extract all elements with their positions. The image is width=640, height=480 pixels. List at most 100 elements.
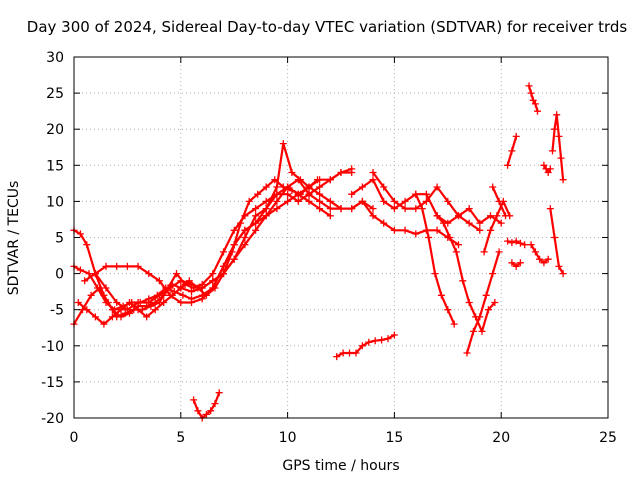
data-point — [390, 197, 398, 205]
data-point — [220, 248, 227, 256]
data-point — [446, 234, 454, 241]
series-s10 — [412, 190, 458, 328]
data-point — [412, 230, 420, 238]
data-point — [305, 197, 313, 205]
data-point — [516, 259, 524, 267]
x-tick-label: 0 — [70, 430, 79, 446]
data-point — [431, 270, 439, 278]
data-point — [316, 197, 324, 205]
series-s8 — [348, 197, 462, 249]
data-point — [145, 270, 153, 278]
data-point — [497, 219, 505, 227]
data-point — [508, 239, 516, 247]
data-point — [433, 226, 441, 234]
data-point — [111, 306, 119, 314]
data-point — [113, 299, 121, 306]
data-point — [326, 212, 334, 220]
data-point — [544, 169, 552, 176]
data-point — [177, 284, 185, 292]
data-point — [502, 212, 509, 220]
data-point — [207, 407, 215, 415]
data-point — [555, 262, 563, 270]
data-point — [305, 183, 313, 191]
data-point — [121, 309, 129, 317]
series-line — [465, 250, 501, 355]
data-point — [480, 248, 488, 256]
series-s5 — [74, 183, 334, 328]
series-s6 — [91, 169, 356, 314]
data-point — [211, 400, 219, 408]
y-tick-label: 20 — [46, 122, 64, 138]
y-tick-label: 0 — [55, 267, 64, 283]
series-s4 — [81, 140, 377, 306]
data-point — [450, 320, 458, 328]
data-point — [83, 241, 91, 249]
data-point — [384, 335, 392, 343]
series-line — [436, 214, 496, 333]
data-point — [369, 205, 377, 213]
data-point — [145, 299, 153, 306]
data-point — [380, 183, 388, 191]
data-point — [117, 306, 125, 314]
data-point — [273, 190, 281, 198]
data-point — [459, 277, 467, 285]
data-point — [166, 284, 174, 292]
data-point — [296, 176, 304, 184]
data-point — [241, 212, 249, 220]
data-point — [365, 338, 373, 346]
data-point — [489, 270, 497, 278]
data-point — [177, 299, 185, 306]
data-point — [76, 266, 84, 274]
data-point — [113, 262, 121, 270]
series-s17 — [504, 132, 520, 169]
series-s16 — [190, 389, 223, 422]
data-point — [491, 299, 499, 306]
data-point — [540, 259, 548, 267]
data-point — [188, 299, 195, 306]
data-point — [529, 96, 537, 104]
data-point — [444, 306, 452, 314]
data-point — [540, 161, 548, 169]
data-point — [241, 241, 249, 249]
data-point — [220, 270, 227, 278]
series-s18 — [525, 82, 541, 115]
data-point — [478, 327, 486, 335]
data-point — [126, 299, 133, 306]
data-point — [143, 313, 151, 321]
data-point — [495, 197, 503, 205]
data-point — [452, 248, 460, 256]
data-point — [252, 226, 260, 234]
data-point — [262, 205, 270, 213]
grid — [74, 57, 608, 418]
data-point — [155, 277, 163, 285]
data-point — [87, 291, 95, 299]
data-point — [326, 197, 334, 205]
data-point — [151, 306, 159, 314]
data-point — [211, 284, 219, 292]
data-point — [369, 176, 377, 184]
data-point — [508, 147, 516, 155]
data-point — [352, 349, 360, 357]
series-s20 — [549, 111, 567, 184]
data-point — [333, 353, 341, 361]
data-point — [188, 280, 195, 288]
series-layer — [70, 82, 567, 422]
series-s19 — [540, 161, 554, 176]
data-point — [273, 197, 281, 205]
data-point — [489, 183, 497, 191]
data-point — [179, 291, 187, 299]
data-point — [484, 306, 492, 314]
data-point — [418, 205, 426, 213]
data-point — [147, 302, 155, 310]
data-point — [81, 277, 89, 285]
data-point — [85, 270, 93, 278]
x-tick-label: 20 — [492, 430, 510, 446]
data-point — [555, 132, 563, 140]
data-point — [358, 183, 366, 191]
series-s23 — [504, 237, 529, 249]
data-point — [536, 255, 544, 263]
series-s1 — [70, 176, 321, 321]
data-point — [551, 234, 559, 241]
data-point — [546, 205, 554, 213]
